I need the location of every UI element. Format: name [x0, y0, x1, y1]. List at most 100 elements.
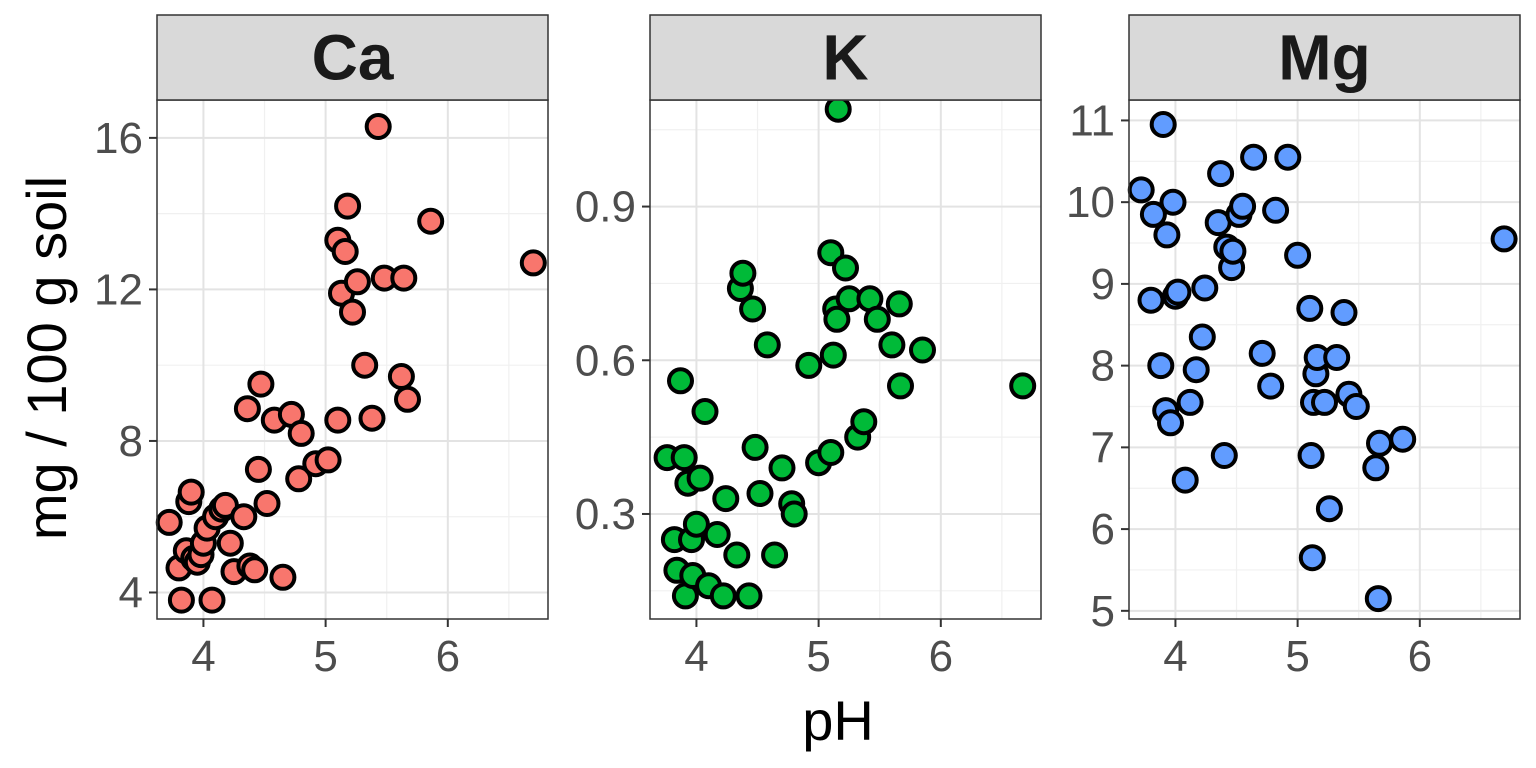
data-point [741, 433, 769, 461]
data-point [746, 480, 774, 507]
data-point [390, 264, 418, 292]
data-point [909, 336, 936, 364]
data-point [795, 351, 823, 379]
y-tick-label: 9 [1091, 260, 1115, 309]
data-point [761, 541, 789, 569]
data-point [216, 529, 244, 557]
data-point [817, 439, 845, 466]
data-point [735, 582, 763, 610]
data-point [1366, 429, 1393, 457]
data-point [343, 268, 371, 296]
data-point [739, 295, 767, 323]
panel-ca: Ca 4 5 6 4 8 12 16 [94, 14, 549, 681]
data-point [241, 556, 269, 584]
data-point [723, 541, 751, 569]
data-point [1298, 544, 1326, 572]
data-point [364, 113, 392, 140]
data-point [351, 351, 379, 379]
data-point [1389, 425, 1417, 453]
data-point [1164, 278, 1192, 306]
data-point [1149, 111, 1177, 138]
x-tick-label: 4 [1163, 632, 1187, 681]
data-point [1362, 454, 1390, 482]
y-tick-label: 8 [1091, 342, 1115, 391]
series-k-points [653, 95, 1037, 610]
data-point [1323, 344, 1351, 371]
data-point [1274, 143, 1302, 171]
data-point [1342, 393, 1370, 420]
data-point [863, 305, 891, 333]
y-tick-label: 5 [1091, 587, 1115, 636]
data-point [177, 478, 205, 506]
data-point [729, 259, 757, 287]
data-point [1219, 237, 1247, 265]
data-point [1297, 442, 1325, 469]
data-point [1315, 495, 1343, 523]
data-point [230, 503, 258, 531]
x-tick-label: 5 [806, 632, 830, 681]
data-point [1127, 176, 1155, 204]
y-tick-label: 12 [94, 265, 143, 314]
data-point [832, 254, 859, 282]
data-point [1248, 339, 1276, 367]
data-point [285, 465, 313, 493]
data-point [387, 363, 415, 390]
data-point [198, 586, 226, 614]
x-tick-label: 6 [929, 632, 953, 681]
strip-title: Ca [312, 22, 394, 94]
data-point [287, 419, 315, 447]
y-tick-label: 16 [94, 114, 143, 163]
y-tick-label: 6 [1091, 505, 1115, 554]
data-point [1257, 372, 1285, 400]
data-point [850, 408, 878, 436]
data-point [1176, 388, 1204, 416]
data-point [824, 95, 852, 123]
x-tick-label: 5 [313, 632, 337, 681]
data-point [1210, 442, 1238, 469]
data-point [712, 485, 740, 513]
strip-title: Mg [1278, 22, 1370, 94]
data-point [1284, 241, 1312, 269]
data-point [1182, 356, 1210, 384]
x-tick-label: 4 [191, 632, 215, 681]
data-point [331, 238, 359, 265]
y-tick-label: 10 [1066, 178, 1115, 227]
y-tick-label: 0.6 [575, 336, 636, 385]
x-tick-label: 4 [684, 632, 708, 681]
data-point [324, 406, 352, 434]
data-point [334, 192, 362, 220]
data-point [885, 290, 913, 318]
data-point [1262, 196, 1290, 224]
y-tick-label: 11 [1069, 96, 1115, 145]
data-point [394, 385, 421, 413]
strip-header [649, 14, 1042, 101]
strip-header [156, 14, 549, 101]
data-point [1171, 466, 1199, 494]
data-point [167, 586, 195, 614]
x-tick-label: 6 [1408, 632, 1432, 681]
data-point [667, 367, 694, 395]
data-point [1009, 372, 1037, 400]
y-tick-label: 7 [1091, 423, 1115, 472]
data-point [339, 298, 366, 326]
data-point [887, 372, 914, 400]
data-point [1139, 200, 1167, 228]
data-point [314, 446, 342, 474]
series-ca-points [155, 113, 547, 614]
data-point [780, 500, 808, 528]
data-point [253, 490, 281, 517]
data-point [703, 521, 731, 548]
y-tick-label: 0.9 [575, 183, 636, 232]
y-axis-title: mg / 100 g soil [15, 176, 78, 540]
data-point [768, 454, 796, 482]
data-point [1490, 225, 1518, 253]
x-tick-label: 5 [1285, 632, 1309, 681]
data-point [1311, 388, 1338, 416]
data-point [1147, 352, 1175, 380]
data-point [753, 331, 781, 359]
data-point [823, 305, 851, 333]
data-point [233, 395, 261, 423]
y-tick-label: 0.3 [575, 490, 636, 539]
